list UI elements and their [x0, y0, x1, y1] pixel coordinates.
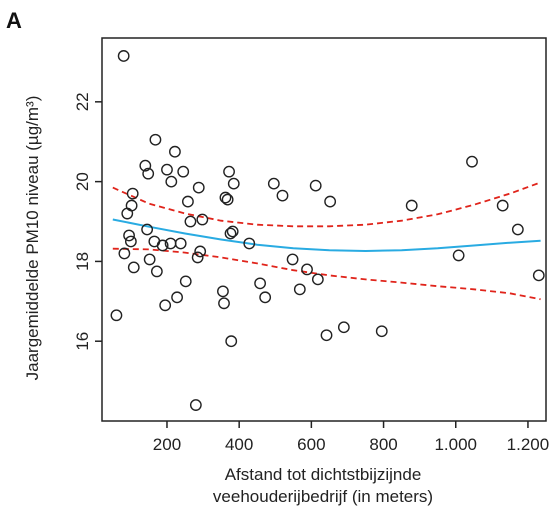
data-point — [194, 245, 207, 258]
ci-lower-line — [112, 247, 541, 301]
data-point — [161, 163, 173, 176]
data-point — [156, 239, 169, 252]
data-point — [143, 253, 156, 266]
y-tick-label: 16 — [73, 332, 92, 351]
data-point — [405, 199, 418, 212]
regression-line — [112, 218, 541, 253]
x-tick-label: 1.000 — [434, 435, 477, 454]
data-point — [159, 299, 172, 312]
y-axis-title: Jaargemiddelde PM10 niveau (µg/m³) — [23, 96, 42, 381]
x-axis-title-line1: Afstand tot dichtstbijzijnde — [224, 465, 422, 484]
data-point — [223, 165, 235, 178]
data-point — [259, 291, 272, 304]
x-tick-label: 800 — [369, 435, 397, 454]
data-point — [124, 235, 137, 248]
data-point — [221, 193, 234, 206]
data-point — [110, 309, 123, 322]
fit-line — [112, 218, 541, 253]
data-point — [171, 291, 183, 304]
data-point — [117, 50, 130, 62]
data-point — [142, 167, 155, 180]
data-point — [141, 223, 154, 236]
data-point — [192, 181, 205, 194]
data-point — [218, 297, 230, 310]
data-point — [191, 251, 204, 264]
data-point — [184, 215, 197, 228]
data-point — [121, 207, 134, 220]
data-point — [179, 275, 192, 288]
data-point — [511, 223, 524, 236]
data-point — [324, 195, 337, 208]
data-point — [309, 179, 322, 192]
y-tick-label: 22 — [73, 92, 92, 111]
x-tick-label: 400 — [225, 435, 253, 454]
data-point — [139, 159, 152, 172]
data-point — [169, 145, 181, 158]
data-point — [165, 175, 178, 188]
data-point — [217, 285, 229, 298]
data-point — [226, 225, 239, 238]
y-tick-label: 20 — [73, 172, 92, 191]
x-axis-title-line2: veehouderijbedrijf (in meters) — [212, 487, 434, 506]
data-point — [320, 329, 333, 342]
data-point — [126, 187, 139, 200]
data-point — [174, 237, 187, 250]
data-point — [149, 133, 162, 146]
data-point — [123, 229, 135, 242]
data-point — [375, 325, 388, 338]
x-axis-title: Afstand tot dichtstbijzijnde veehouderij… — [100, 464, 546, 508]
data-point — [337, 321, 350, 334]
data-point — [267, 177, 280, 190]
data-point — [227, 177, 240, 190]
data-point — [118, 247, 131, 260]
plot-frame — [101, 37, 547, 422]
data-point — [286, 253, 299, 266]
x-axis: 200 400 600 800 1.000 1.200 — [153, 421, 549, 454]
data-point — [177, 165, 190, 178]
data-point — [196, 213, 209, 226]
data-point — [224, 227, 237, 240]
data-point — [150, 265, 163, 278]
data-point — [452, 249, 465, 262]
x-tick-label: 1.200 — [507, 435, 550, 454]
data-point — [254, 277, 267, 290]
y-axis: 16 18 20 22 — [73, 92, 102, 351]
data-point — [189, 399, 202, 411]
data-point — [293, 283, 306, 296]
data-point — [276, 189, 289, 202]
y-tick-label: 18 — [73, 252, 92, 271]
data-points — [110, 50, 545, 411]
data-point — [496, 199, 509, 212]
data-point — [225, 335, 238, 348]
data-point — [125, 199, 138, 212]
data-point — [182, 195, 194, 208]
data-point — [127, 261, 140, 274]
panel-label: A — [6, 8, 22, 33]
x-tick-label: 200 — [153, 435, 181, 454]
data-point — [532, 269, 545, 282]
confidence-interval — [112, 181, 541, 301]
ci-upper-line — [112, 181, 541, 228]
data-point — [243, 237, 256, 250]
data-point — [466, 155, 478, 168]
x-tick-label: 600 — [297, 435, 325, 454]
data-point — [301, 263, 313, 276]
data-point — [219, 191, 232, 204]
data-point — [311, 273, 324, 286]
